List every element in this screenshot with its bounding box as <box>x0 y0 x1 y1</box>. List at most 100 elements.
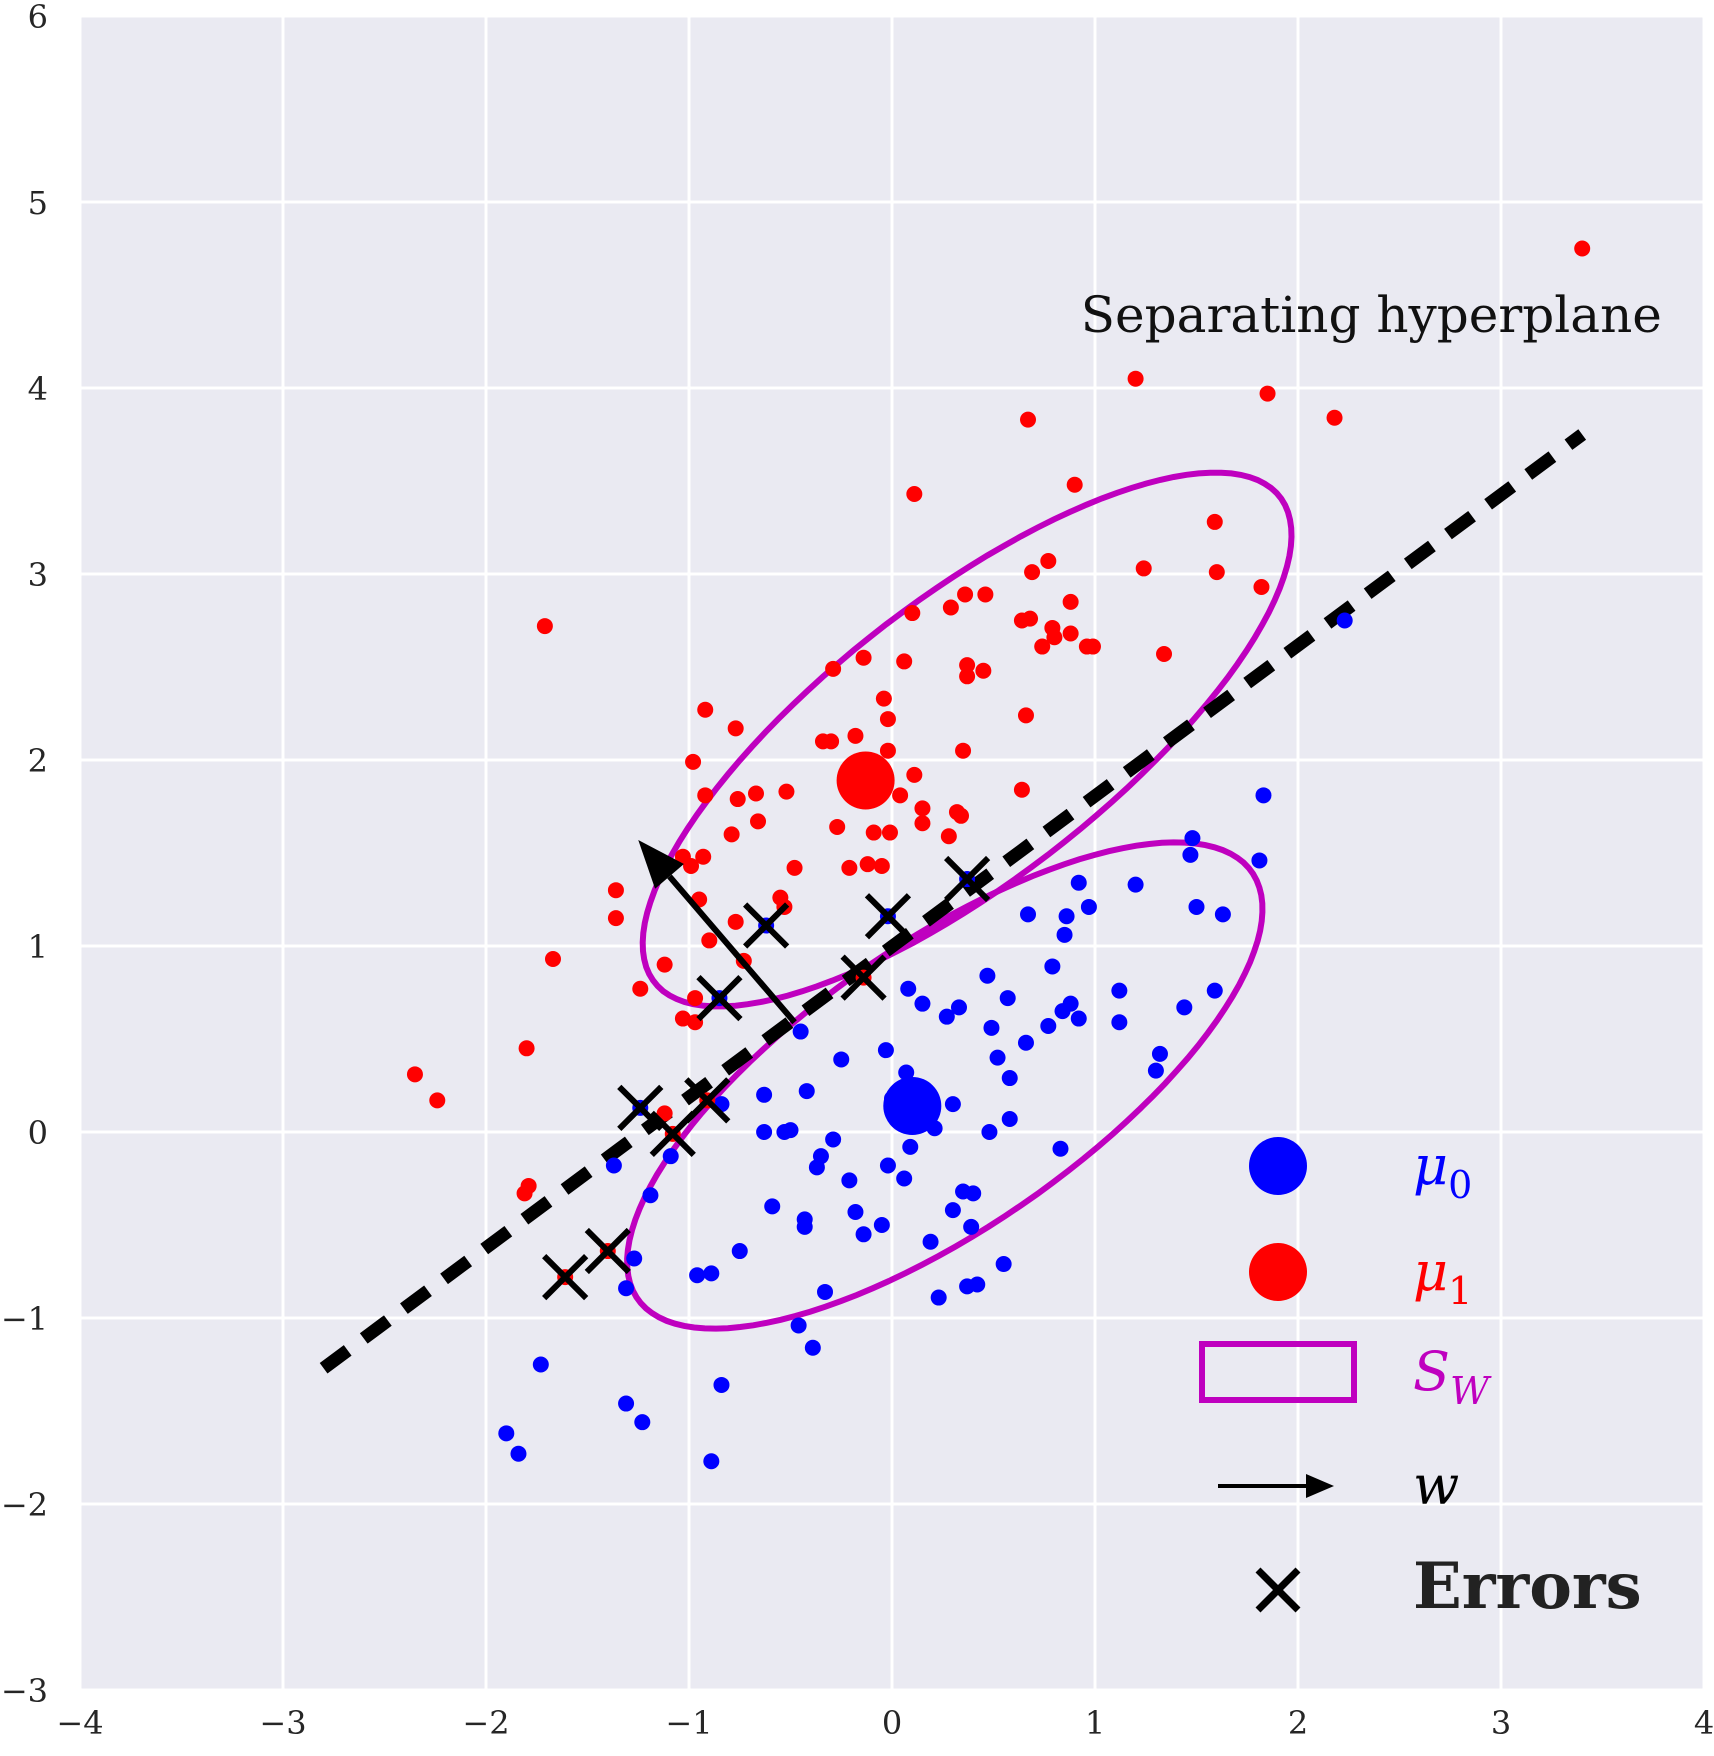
class0-point <box>618 1280 635 1297</box>
class0-point <box>1184 830 1201 847</box>
class1-point <box>544 951 561 968</box>
class1-point <box>729 791 746 808</box>
class0-point <box>532 1356 549 1373</box>
legend-label: w <box>1413 1454 1459 1517</box>
class1-point <box>656 1105 673 1122</box>
class0-point <box>764 1198 781 1215</box>
legend-label-main: w <box>1413 1454 1459 1517</box>
class0-point <box>959 1278 976 1295</box>
legend-label-sub: W <box>1450 1369 1492 1413</box>
class1-point <box>892 787 909 804</box>
class1-point <box>1253 579 1270 596</box>
legend-dot <box>1249 1137 1307 1195</box>
class1-point <box>1046 629 1063 646</box>
y-tick-label: −1 <box>1 1300 48 1338</box>
x-tick-label: −3 <box>259 1704 306 1742</box>
class0-point <box>817 1283 834 1300</box>
class1-point <box>1062 625 1079 642</box>
separating-hyperplane <box>319 429 1587 1374</box>
class0-point <box>1251 852 1268 869</box>
class0-point <box>965 1185 982 1202</box>
class1-point <box>429 1092 446 1109</box>
class1-point <box>697 701 714 718</box>
y-tick-label: −3 <box>1 1672 48 1710</box>
class0-point <box>1151 1045 1168 1062</box>
class1-point <box>1208 564 1225 581</box>
class1-point <box>881 824 898 841</box>
class0-point <box>898 1064 915 1081</box>
class1-point <box>656 956 673 973</box>
class1-point <box>632 980 649 997</box>
class0-point <box>1214 906 1231 923</box>
error-cross-stroke <box>696 974 743 1022</box>
y-tick-label: 3 <box>28 556 48 594</box>
class0-point <box>914 995 931 1012</box>
class1-point <box>518 1040 535 1057</box>
class1-point <box>687 990 704 1007</box>
class1-point <box>959 657 976 674</box>
legend-label: μ0 <box>1413 1134 1472 1207</box>
class1-point <box>607 882 624 899</box>
class1-point <box>1084 638 1101 655</box>
class1-point <box>896 653 913 670</box>
class0-point <box>1070 1010 1087 1027</box>
class0-point <box>1182 846 1199 863</box>
legend-label: Errors <box>1413 1549 1642 1624</box>
y-tick-label: 4 <box>28 370 48 408</box>
class0-point <box>873 1217 890 1233</box>
error-cross-stroke <box>542 1253 589 1301</box>
error-marker <box>584 1227 631 1275</box>
y-tick-label: 0 <box>28 1114 48 1152</box>
class0-point <box>1147 1062 1164 1079</box>
class0-point <box>995 1256 1012 1273</box>
class1-point <box>1574 240 1591 257</box>
class0-point <box>626 1250 643 1267</box>
class1-point <box>940 828 957 845</box>
legend-entry: SW <box>1199 1340 1492 1413</box>
legend-label-sub: 1 <box>1448 1269 1472 1313</box>
class0-point <box>703 1265 720 1282</box>
class1-point <box>1066 476 1083 493</box>
legend-entry: w <box>1218 1454 1459 1517</box>
class0-point <box>1188 898 1205 915</box>
class0-point <box>1080 898 1097 915</box>
class1-point <box>1135 560 1152 577</box>
w-arrow-head <box>638 839 684 889</box>
legend-entry: Errors <box>1255 1549 1642 1624</box>
w-arrow-shaft <box>667 874 797 1025</box>
error-cross-stroke <box>864 893 912 940</box>
class0-point <box>756 1086 773 1103</box>
class0-point <box>642 1187 659 1204</box>
class0-point <box>1056 926 1073 943</box>
class0-point <box>841 1172 858 1189</box>
class0-point <box>713 1376 730 1393</box>
y-tick-label: 6 <box>28 0 48 36</box>
error-marker <box>743 902 790 949</box>
legend-label-main: Errors <box>1413 1549 1642 1624</box>
class0-point <box>1127 876 1144 893</box>
hyperplane-annotation: Separating hyperplane <box>1081 286 1662 344</box>
class1-point <box>701 932 718 949</box>
class1-point <box>942 599 959 616</box>
legend-label-main: S <box>1413 1340 1450 1403</box>
class1-point <box>955 742 972 759</box>
class1-point <box>516 1185 533 1202</box>
class0-point <box>796 1218 813 1235</box>
class0-point <box>1001 1070 1018 1087</box>
class1-point <box>1022 610 1039 627</box>
class1-point <box>1156 645 1173 662</box>
class1-point <box>875 690 892 707</box>
class0-point <box>930 1289 947 1306</box>
annotations: Separating hyperplane <box>1081 286 1662 344</box>
class0-point <box>999 990 1016 1007</box>
legend-label-main: μ <box>1413 1240 1448 1303</box>
class0-point <box>790 1317 807 1334</box>
y-tick-label: 1 <box>28 928 48 966</box>
class1-point <box>1034 638 1051 655</box>
class0-point <box>1020 906 1037 923</box>
class1-point <box>727 720 744 737</box>
class1-point <box>879 742 896 759</box>
